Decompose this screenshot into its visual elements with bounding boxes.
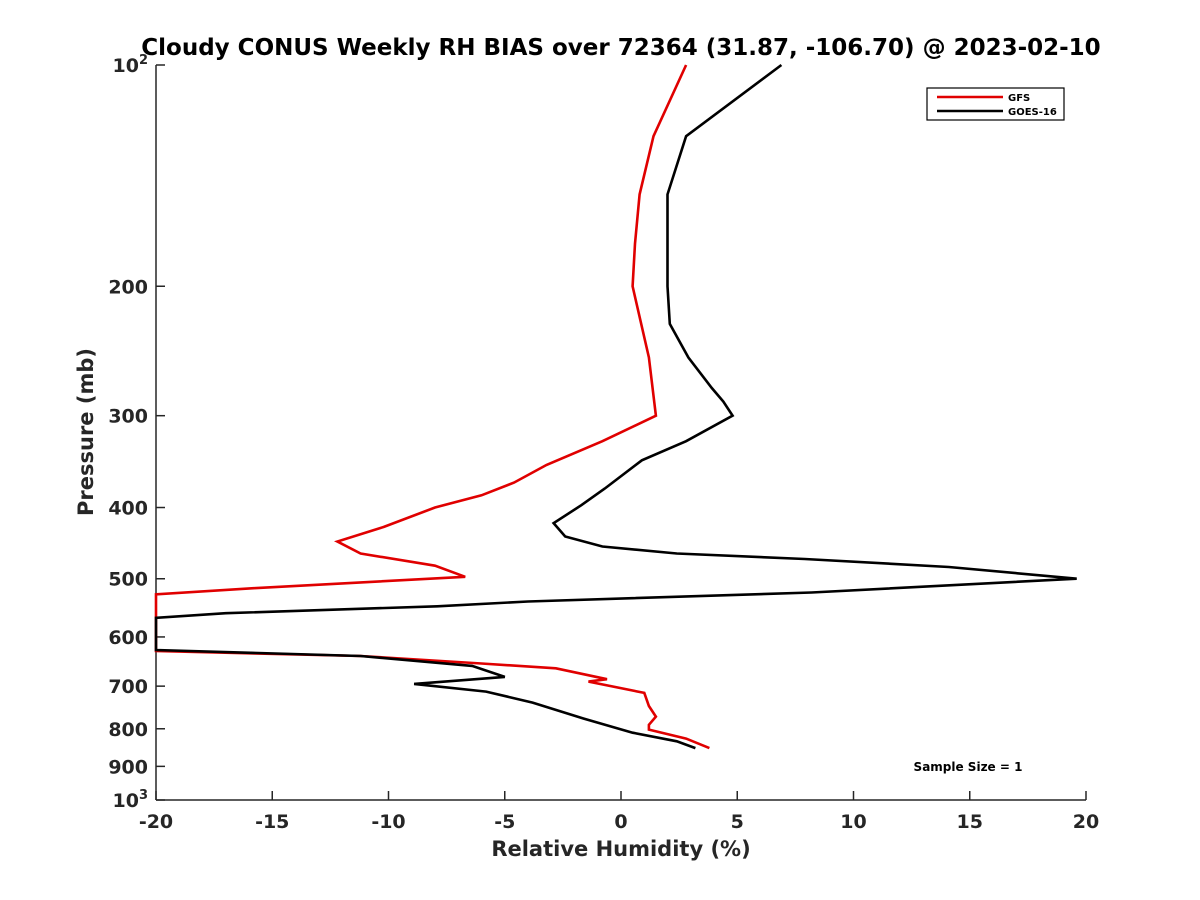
- series-lines: [154, 63, 1077, 750]
- x-tick-label: -20: [139, 811, 173, 833]
- chart-title: Cloudy CONUS Weekly RH BIAS over 72364 (…: [141, 35, 1100, 61]
- legend: GFS GOES-16: [926, 87, 1065, 121]
- y-tick-label: 700: [108, 676, 148, 698]
- x-tick-label: 15: [957, 811, 983, 833]
- y-tick-label: 400: [108, 498, 148, 520]
- x-ticks: -20 -15 -10 -5 0 5 10 15 20: [139, 791, 1099, 833]
- x-tick-label: -15: [255, 811, 289, 833]
- y-ticks: 102 200 300 400 500 600 700 800 900 103: [108, 53, 165, 812]
- y-tick-label: 102: [113, 53, 149, 77]
- x-tick-label: -10: [371, 811, 405, 833]
- x-axis-label: Relative Humidity (%): [491, 837, 750, 861]
- plot-area: -20 -15 -10 -5 0 5 10 15 20 102 200 300 400 500 600 70…: [108, 53, 1099, 833]
- x-tick-label: 5: [731, 811, 744, 833]
- legend-label-gfs: GFS: [1008, 93, 1030, 104]
- legend-box: [926, 87, 1065, 121]
- y-tick-label: 600: [108, 627, 148, 649]
- x-tick-label: 0: [614, 811, 627, 833]
- y-tick-label: 800: [108, 719, 148, 741]
- series-line-gfs: [154, 64, 710, 750]
- x-tick-label: 20: [1073, 811, 1099, 833]
- sample-size-annotation: Sample Size = 1: [914, 760, 1023, 774]
- y-tick-label: 300: [108, 406, 148, 428]
- y-tick-label: 103: [113, 788, 149, 812]
- y-axis-label: Pressure (mb): [74, 348, 98, 516]
- y-tick-label: 200: [108, 276, 148, 298]
- y-tick-label: 900: [108, 756, 148, 778]
- x-tick-label: 10: [840, 811, 866, 833]
- x-tick-label: -5: [494, 811, 515, 833]
- legend-label-goes-16: GOES-16: [1008, 107, 1057, 118]
- y-tick-label: 500: [108, 569, 148, 591]
- series-line-goes-16: [154, 63, 1077, 750]
